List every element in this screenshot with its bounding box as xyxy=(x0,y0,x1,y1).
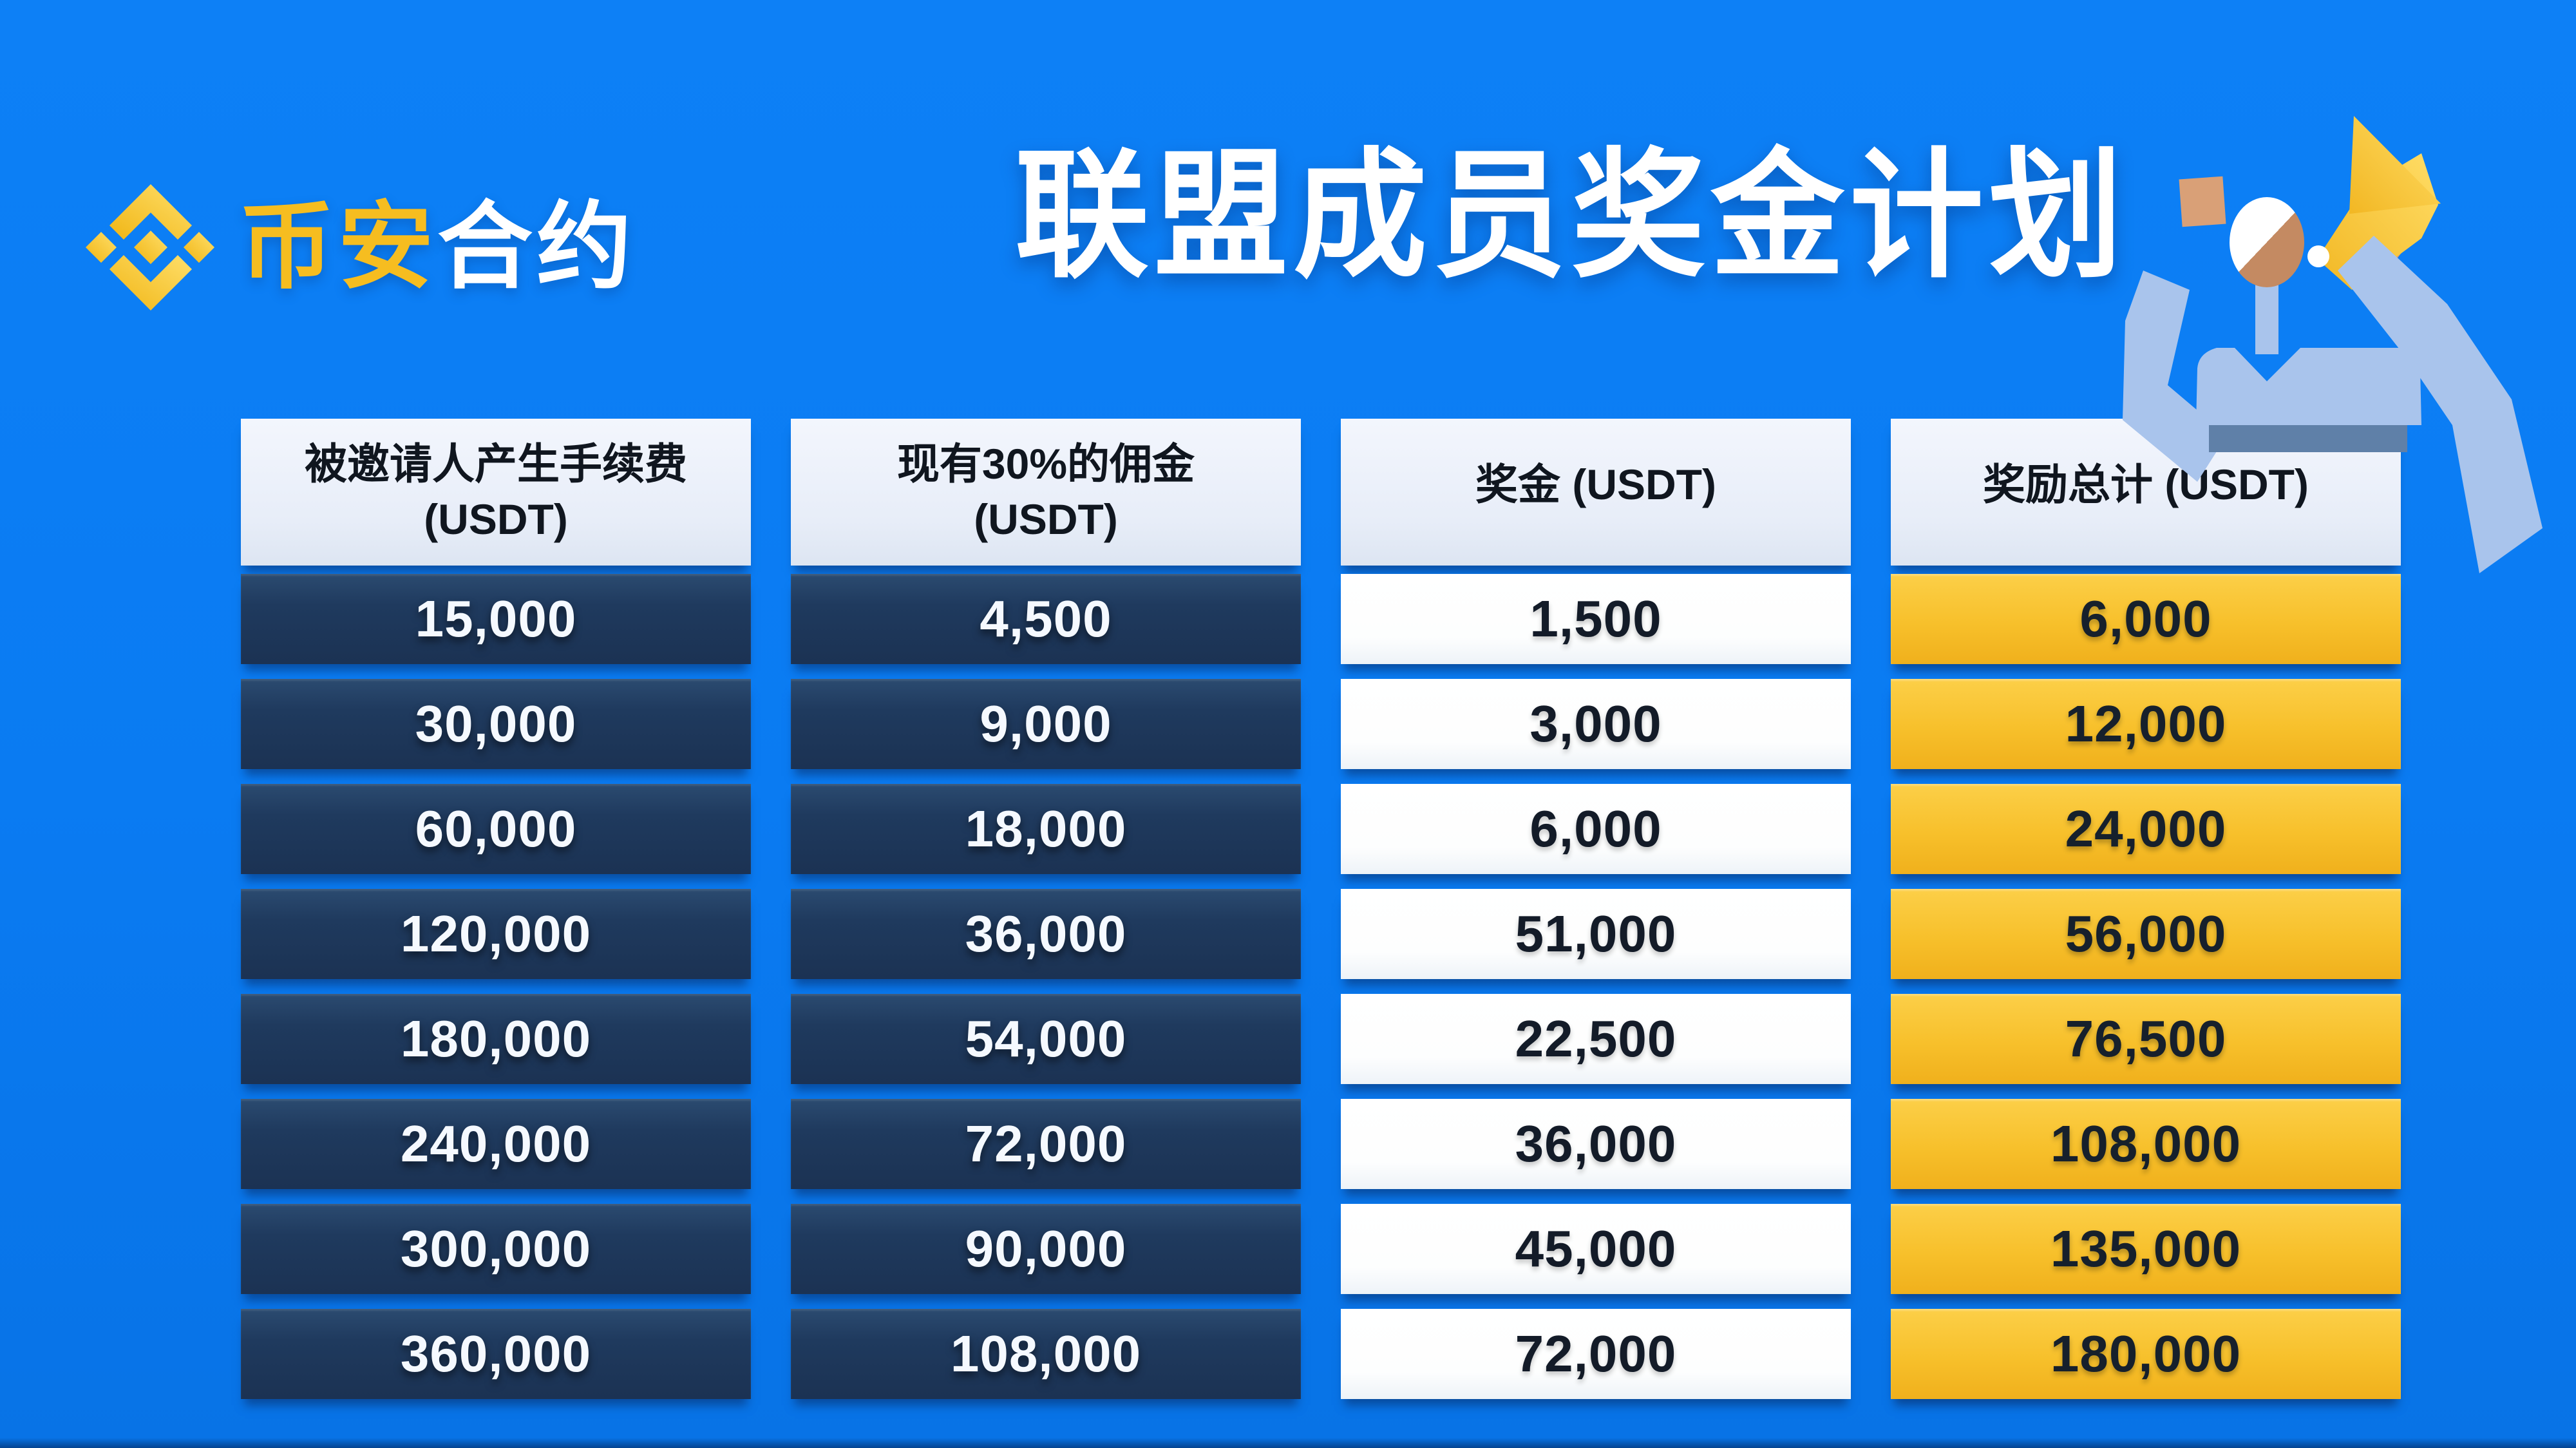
page-title: 联盟成员奖金计划 xyxy=(1015,138,2128,294)
binance-diamond-icon xyxy=(86,184,214,310)
person-waist xyxy=(2209,425,2407,452)
person-left-arm xyxy=(2123,271,2227,482)
person-head xyxy=(2230,197,2304,287)
commission_30pct-value-cell: 72,000 xyxy=(791,1099,1301,1189)
bonus-value-cell: 3,000 xyxy=(1341,679,1851,769)
brand-name: 币安合约 xyxy=(239,182,636,313)
total_rewards-value-cell: 180,000 xyxy=(1891,1309,2401,1399)
total_rewards-value-cell: 76,500 xyxy=(1891,994,2401,1084)
brand-logo: 币安合约 xyxy=(86,182,636,313)
header-line: 现有30%的佣金 xyxy=(896,440,1195,488)
invitee_fees-value-cell: 300,000 xyxy=(241,1204,751,1294)
header-line: 被邀请人产生手续费 xyxy=(305,440,687,488)
total_rewards-value-cell: 12,000 xyxy=(1891,679,2401,769)
commission_30pct-value-cell: 54,000 xyxy=(791,994,1301,1084)
commission_30pct-value-cell: 90,000 xyxy=(791,1204,1301,1294)
invitee_fees-value-cell: 240,000 xyxy=(241,1099,751,1189)
bonus-value-cell: 45,000 xyxy=(1341,1204,1851,1294)
invitee_fees-value-cell: 60,000 xyxy=(241,784,751,874)
person-with-megaphone-illustration xyxy=(2123,116,2543,573)
brand-name-part1: 币安 xyxy=(239,194,437,300)
invitee_fees-value-cell: 15,000 xyxy=(241,574,751,664)
commission_30pct-value-cell: 36,000 xyxy=(791,889,1301,979)
header-line: (USDT) xyxy=(974,495,1118,543)
total_rewards-value-cell: 135,000 xyxy=(1891,1204,2401,1294)
column-header-bonus: 奖金 (USDT) xyxy=(1341,419,1851,566)
column-header-commission_30pct: 现有30%的佣金 (USDT) xyxy=(791,419,1301,566)
column-header-invitee_fees: 被邀请人产生手续费 (USDT) xyxy=(241,419,751,566)
total_rewards-value-cell: 24,000 xyxy=(1891,784,2401,874)
header-line: 奖励总计 (USDT) xyxy=(1983,461,2309,509)
invitee_fees-value-cell: 120,000 xyxy=(241,889,751,979)
header-line: (USDT) xyxy=(424,495,568,543)
invitee_fees-value-cell: 30,000 xyxy=(241,679,751,769)
total_rewards-value-cell: 6,000 xyxy=(1891,574,2401,664)
bonus-value-cell: 6,000 xyxy=(1341,784,1851,874)
commission_30pct-value-cell: 9,000 xyxy=(791,679,1301,769)
megaphone-icon xyxy=(2307,116,2441,290)
bonus-value-cell: 36,000 xyxy=(1341,1099,1851,1189)
bonus-value-cell: 72,000 xyxy=(1341,1309,1851,1399)
invitee_fees-value-cell: 180,000 xyxy=(241,994,751,1084)
commission_30pct-value-cell: 4,500 xyxy=(791,574,1301,664)
table-header-row: 被邀请人产生手续费 (USDT) 现有30%的佣金 (USDT) 奖金 (USDT) 奖励… xyxy=(241,419,2401,566)
tan-square-shape xyxy=(2179,176,2226,227)
brand-name-part2: 合约 xyxy=(437,194,636,300)
total_rewards-value-cell: 108,000 xyxy=(1891,1099,2401,1189)
commission_30pct-value-cell: 18,000 xyxy=(791,784,1301,874)
bonus-value-cell: 1,500 xyxy=(1341,574,1851,664)
bonus-value-cell: 22,500 xyxy=(1341,994,1851,1084)
person-torso xyxy=(2196,348,2421,425)
bonus-value-cell: 51,000 xyxy=(1341,889,1851,979)
commission_30pct-value-cell: 108,000 xyxy=(791,1309,1301,1399)
total_rewards-value-cell: 56,000 xyxy=(1891,889,2401,979)
header-line: 奖金 (USDT) xyxy=(1475,461,1716,509)
invitee_fees-value-cell: 360,000 xyxy=(241,1309,751,1399)
table-body: 15,000 4,500 1,500 6,000 30,000 9,000 3,000 12,… xyxy=(241,574,2401,1399)
person-right-arm xyxy=(2338,236,2543,573)
